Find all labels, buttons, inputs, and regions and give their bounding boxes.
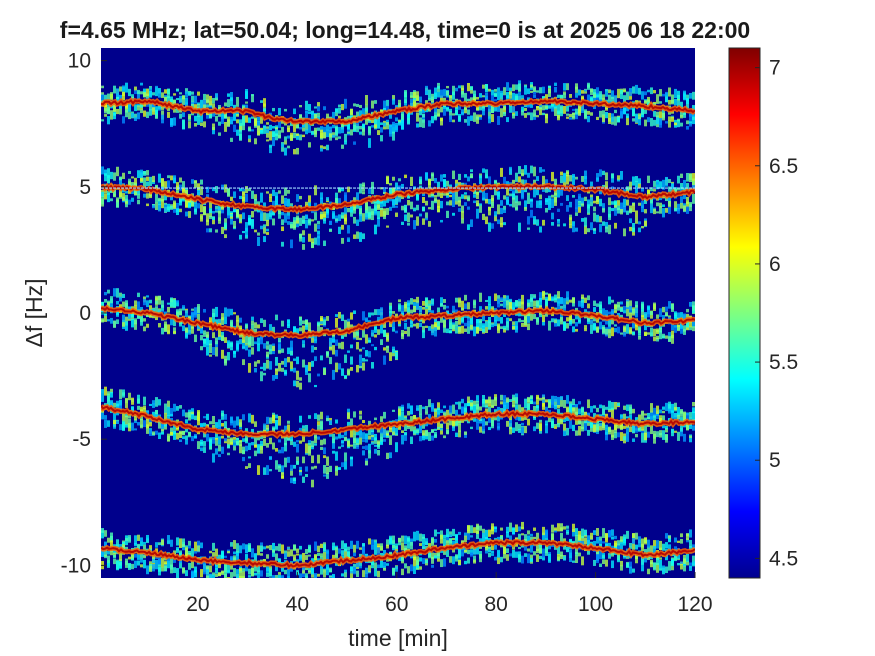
colorbar-tick-label: 6.5	[769, 155, 798, 178]
x-tick-label: 40	[286, 593, 309, 616]
x-tick-label: 60	[385, 593, 408, 616]
trace-peak-1	[101, 184, 695, 212]
y-tick-label: 10	[68, 50, 91, 73]
y-tick-label: 0	[79, 302, 91, 325]
x-tick-label: 80	[484, 593, 507, 616]
trace-layer	[101, 80, 695, 578]
colorbar-tick-label: 6	[769, 253, 781, 276]
trace-band-4	[101, 521, 695, 578]
y-tick-label: 5	[79, 176, 91, 199]
y-tick-label: -5	[72, 428, 91, 451]
colorbar-tick-label: 5.5	[769, 351, 798, 374]
trace-peak-3	[101, 405, 695, 437]
colorbar-axis: 4.5 5 5.5 6 6.5 7	[755, 57, 798, 570]
trace-peak-2	[101, 306, 695, 338]
x-tick-label: 100	[578, 593, 613, 616]
chart-title: f=4.65 MHz; lat=50.04; long=14.48, time=…	[60, 17, 750, 43]
x-tick-label: 120	[677, 593, 712, 616]
trace-peak-4	[101, 540, 695, 568]
x-tick-label: 20	[186, 593, 209, 616]
trace-band-3	[101, 386, 695, 488]
colorbar-tick-label: 4.5	[769, 547, 798, 570]
trace-peak-0	[101, 98, 695, 124]
x-axis: 20 40 60 80 100 120	[186, 572, 713, 616]
colorbar	[728, 47, 761, 579]
trace-band-2	[101, 288, 695, 390]
trace-band-1	[101, 165, 695, 250]
y-axis: -10 -5 0 5 10	[61, 50, 107, 577]
trace-band-0	[101, 80, 695, 156]
y-axis-label: Δf [Hz]	[21, 278, 47, 347]
x-axis-label: time [min]	[348, 625, 448, 651]
colorbar-tick-label: 5	[769, 449, 781, 472]
colorbar-tick-label: 7	[769, 57, 781, 80]
y-tick-label: -10	[61, 554, 91, 577]
